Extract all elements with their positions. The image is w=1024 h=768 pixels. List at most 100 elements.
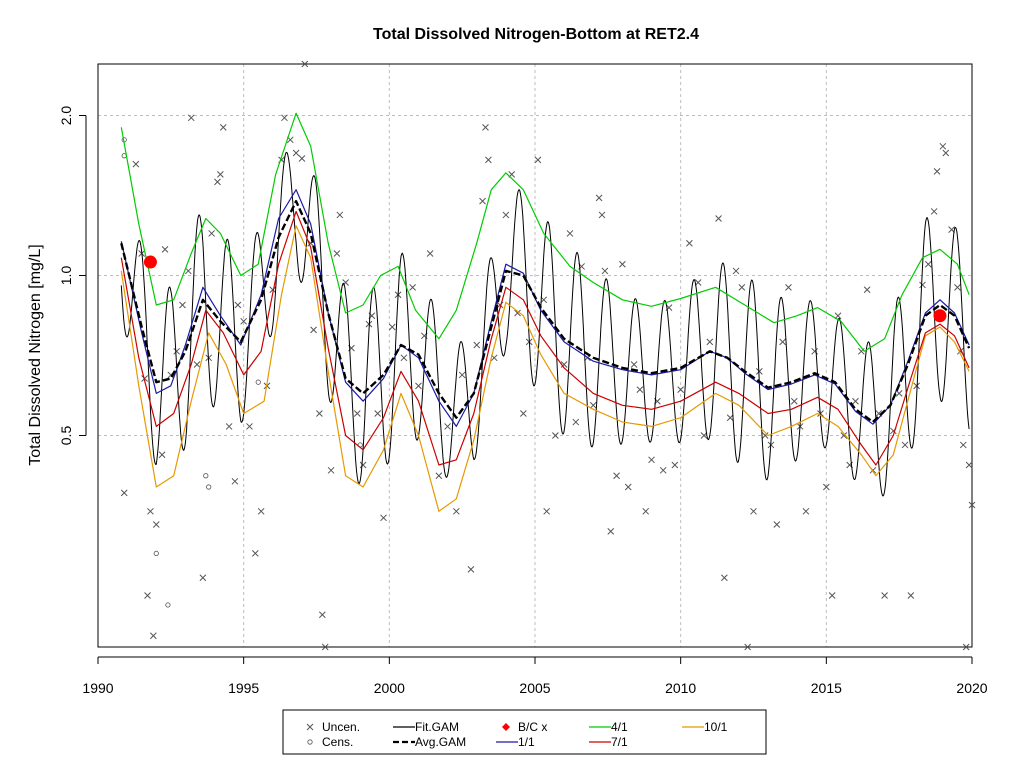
uncensored-point	[671, 461, 679, 469]
uncensored-point	[726, 414, 734, 422]
censored-point	[206, 484, 212, 490]
y-axis-label: Total Dissolved Nitrogen [mg/L]	[27, 244, 44, 465]
uncensored-point	[543, 507, 551, 515]
legend-entry: Fit.GAM	[393, 720, 459, 734]
uncensored-point	[353, 410, 361, 417]
uncensored-point	[624, 483, 632, 491]
uncensored-point	[240, 317, 248, 325]
legend-entry: 7/1	[589, 735, 628, 749]
uncensored-point	[281, 114, 288, 122]
uncensored-point	[388, 323, 396, 331]
uncensored-point	[907, 592, 915, 599]
uncensored-point	[619, 260, 626, 268]
uncensored-point	[939, 142, 947, 150]
uncensored-point	[630, 361, 638, 368]
uncensored-point	[301, 60, 309, 68]
uncensored-point	[706, 338, 714, 346]
uncensored-point	[374, 410, 382, 417]
uncensored-point	[435, 472, 443, 480]
bc-point	[933, 309, 947, 323]
y-tick-label: 0.5	[58, 426, 74, 446]
uncensored-point	[257, 507, 265, 515]
uncensored-point	[400, 354, 408, 362]
legend-label: B/C x	[518, 720, 547, 734]
uncensored-point	[479, 197, 486, 205]
uncensored-point	[852, 397, 859, 405]
uncensored-point	[246, 423, 253, 430]
uncensored-point	[292, 149, 300, 157]
uncensored-point	[659, 466, 667, 474]
series-line-10-1	[120, 225, 970, 512]
uncensored-point	[132, 160, 140, 168]
legend-box	[282, 709, 767, 755]
uncensored-point	[120, 489, 128, 497]
uncensored-point	[514, 309, 521, 317]
uncensored-point	[415, 382, 422, 390]
legend-label: Uncen.	[322, 720, 360, 734]
legend-label: 4/1	[611, 720, 628, 734]
uncensored-point	[790, 397, 798, 405]
legend-entry: Cens.	[307, 735, 353, 749]
uncensored-point	[648, 456, 655, 464]
uncensored-point	[942, 149, 950, 157]
uncensored-point	[901, 441, 909, 449]
uncensored-point	[231, 477, 239, 485]
uncensored-point	[822, 483, 830, 491]
bc-point	[143, 255, 157, 269]
y-tick-label: 2.0	[58, 106, 74, 126]
uncensored-point	[919, 281, 926, 289]
uncensored-point	[738, 283, 746, 291]
censored-point	[153, 550, 159, 557]
chart-title: Total Dissolved Nitrogen-Bottom at RET2.…	[373, 26, 699, 43]
legend-symbol	[306, 723, 314, 731]
uncensored-point	[895, 390, 903, 397]
uncensored-point	[327, 466, 335, 474]
uncensored-point	[750, 507, 757, 515]
uncensored-point	[924, 260, 932, 268]
uncensored-point	[458, 371, 466, 379]
legend-symbol	[307, 739, 313, 745]
uncensored-point	[779, 338, 786, 346]
uncensored-point	[316, 410, 323, 417]
x-tick-label: 2015	[811, 680, 842, 696]
uncensored-point	[426, 250, 434, 257]
uncensored-point	[208, 230, 215, 237]
censored-point	[255, 379, 261, 385]
uncensored-point	[598, 211, 606, 219]
x-tick-label: 1995	[228, 680, 259, 696]
legend-entry: 4/1	[589, 720, 628, 734]
legend-entry: 1/1	[496, 735, 535, 749]
uncensored-point	[607, 528, 615, 535]
uncensored-point	[566, 230, 574, 237]
uncensored-point	[840, 432, 848, 439]
uncensored-point	[310, 326, 317, 334]
uncensored-point	[744, 643, 752, 651]
uncensored-point	[642, 507, 650, 515]
x-tick-label: 2020	[956, 680, 987, 696]
legend-label: 10/1	[704, 720, 728, 734]
uncensored-point	[761, 432, 769, 439]
uncensored-point	[467, 565, 475, 573]
legend-label: Cens.	[322, 735, 353, 749]
legend-label: Fit.GAM	[415, 720, 459, 734]
x-tick-label: 2005	[519, 680, 550, 696]
uncensored-point	[552, 432, 559, 439]
uncensored-point	[234, 301, 242, 309]
uncensored-point	[161, 245, 169, 253]
plot-area: 1990 1995 2000 2005 2010 2015 2020 0.5 1.0 2.0	[58, 60, 988, 696]
uncensored-point	[857, 347, 865, 355]
uncensored-point	[251, 550, 259, 557]
uncensored-point	[881, 592, 888, 599]
uncensored-point	[802, 507, 810, 515]
uncensored-point	[560, 361, 568, 368]
uncensored-point	[380, 514, 387, 522]
uncensored-point	[700, 432, 708, 439]
series-line-7-1	[120, 210, 970, 466]
uncensored-point	[732, 267, 740, 275]
uncensored-point	[965, 461, 973, 469]
uncensored-point	[184, 267, 192, 275]
uncensored-point	[954, 283, 961, 291]
legend-entry: Uncen.	[306, 720, 360, 734]
uncensored-point	[217, 170, 224, 178]
uncensored-point	[152, 521, 160, 528]
